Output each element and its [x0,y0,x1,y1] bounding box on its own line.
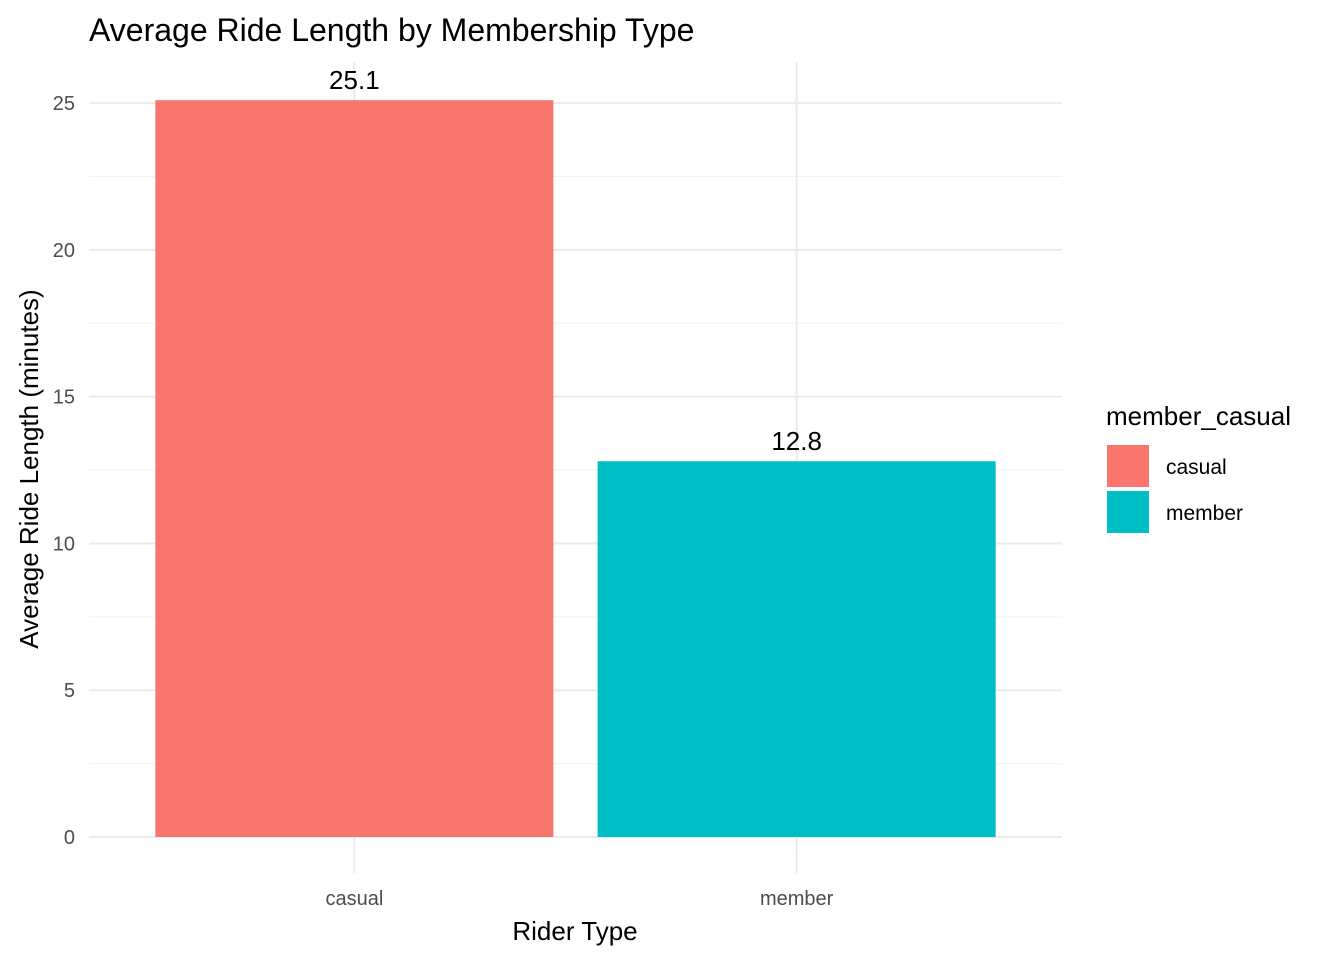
y-tick-label: 20 [53,240,75,262]
legend-label-member: member [1166,502,1243,525]
bar-member [597,461,996,837]
x-tick-label-member: member [760,888,834,910]
legend-entries: casual member [1107,445,1243,533]
y-tick-label: 25 [53,93,75,115]
data-labels: 25.1 12.8 [329,65,822,456]
y-axis-ticks: 0 5 10 15 20 25 [53,93,75,849]
x-axis-title: Rider Type [512,916,637,946]
y-tick-label: 5 [64,680,75,702]
legend-key-member [1107,491,1149,533]
bar-casual [155,100,554,837]
y-tick-label: 15 [53,387,75,409]
x-axis-ticks: casual member [325,888,833,910]
legend-title: member_casual [1106,401,1291,431]
legend-key-casual [1107,445,1149,487]
y-tick-label: 10 [53,533,75,555]
legend: member_casual casual member [1106,401,1291,533]
y-tick-label: 0 [64,827,75,849]
bars [155,100,996,837]
data-label-member: 12.8 [771,426,822,456]
data-label-casual: 25.1 [329,65,380,95]
y-axis-title: Average Ride Length (minutes) [14,289,44,648]
legend-label-casual: casual [1166,456,1227,479]
chart-title: Average Ride Length by Membership Type [89,12,694,48]
x-tick-label-casual: casual [325,888,383,910]
